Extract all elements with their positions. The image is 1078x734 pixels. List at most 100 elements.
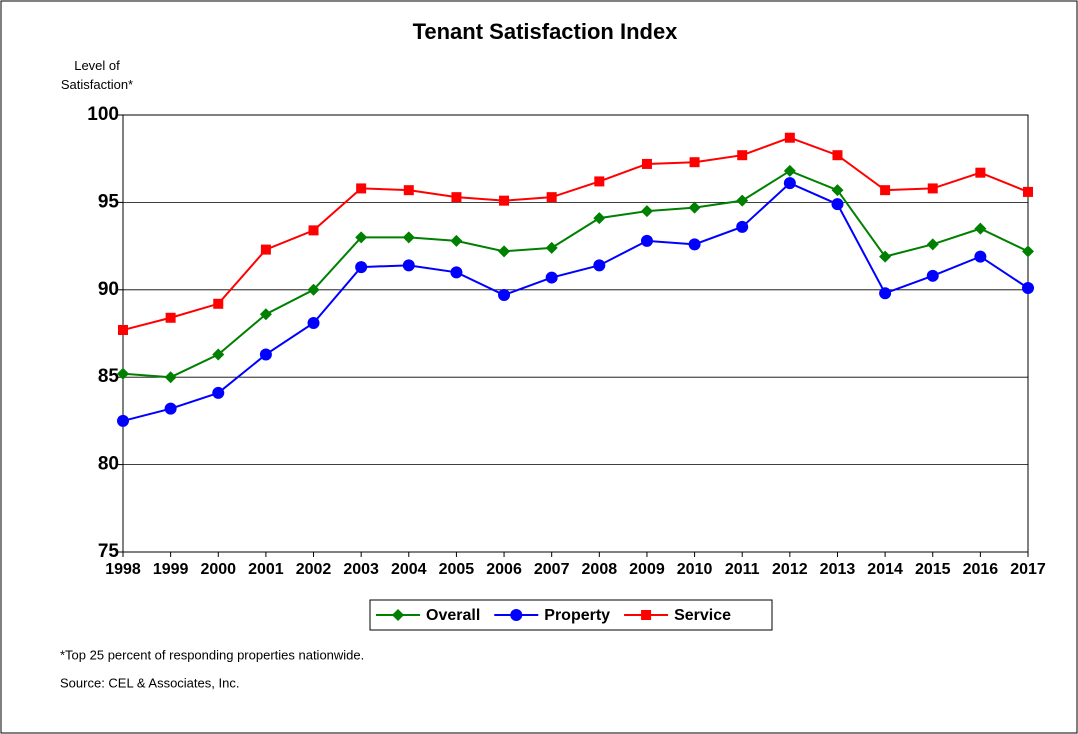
y-tick-label: 90 [98,279,119,300]
marker [1022,282,1034,295]
marker [783,177,796,190]
marker [546,192,557,203]
marker [593,212,606,225]
y-tick-label: 80 [98,454,119,475]
marker [117,367,129,380]
marker [545,271,558,284]
marker [392,609,404,621]
marker [593,259,606,272]
x-tick-label: 1999 [153,561,189,578]
x-tick-label: 2011 [725,561,760,578]
marker [307,283,320,296]
x-tick-label: 2006 [486,561,522,578]
marker [259,348,272,361]
marker [164,371,177,384]
marker [1022,245,1034,258]
footnote: Source: CEL & Associates, Inc. [60,675,239,690]
marker [307,317,320,330]
marker [736,194,749,207]
marker [117,414,129,427]
y-axis-label: Level of Satisfaction* [60,58,134,92]
marker [451,192,462,203]
marker [640,205,653,218]
marker [165,312,176,323]
marker [498,245,511,258]
marker [974,250,987,263]
series-line [122,136,1029,331]
marker [499,195,510,206]
x-tick-label: 2003 [343,561,379,578]
marker [926,269,939,282]
marker [641,610,652,620]
x-tick-label: 1998 [105,561,141,578]
marker [688,201,701,214]
marker [450,266,463,279]
x-tick-label: 2004 [391,561,427,578]
marker [879,250,892,263]
series-line [122,181,1029,422]
marker [689,157,700,168]
x-tick-label: 2000 [200,561,236,578]
marker [974,222,987,235]
x-tick-label: 2008 [582,561,618,578]
marker [118,325,128,336]
marker [783,164,796,177]
x-tick-label: 2009 [629,561,665,578]
x-tick-label: 2002 [296,561,332,578]
marker [402,259,415,272]
x-tick-label: 2001 [248,561,284,578]
marker [356,183,367,194]
marker [212,386,225,399]
x-tick-label: 2012 [772,561,808,578]
x-tick-label: 2017 [1010,561,1046,578]
marker [831,198,844,211]
marker [640,234,653,247]
x-tick-label: 2010 [677,561,713,578]
marker [450,234,463,247]
marker [355,231,368,244]
x-tick-label: 2013 [820,561,856,578]
marker [879,287,892,300]
chart-title: Tenant Satisfaction Index [413,19,679,44]
x-tick-label: 2016 [963,561,999,578]
marker [213,298,224,309]
x-tick-label: 2005 [439,561,475,578]
legend-label: Overall [426,607,480,624]
marker [403,185,414,196]
marker [498,289,511,302]
marker [594,176,605,187]
marker [831,184,844,197]
x-tick-label: 2015 [915,561,951,578]
marker [784,132,795,143]
marker [688,238,701,251]
x-tick-label: 2014 [867,561,903,578]
legend-label: Property [544,607,610,624]
marker [737,150,748,161]
x-tick-label: 2007 [534,561,570,578]
y-tick-label: 85 [98,366,120,387]
marker [259,308,272,321]
marker [736,220,749,233]
marker [926,238,939,251]
marker [260,244,271,255]
y-tick-label: 100 [87,104,119,125]
marker [880,185,891,196]
marker [641,158,652,169]
y-tick-label: 95 [98,191,120,212]
legend-box [369,599,773,631]
marker [308,225,319,236]
marker [832,150,843,161]
marker [1023,186,1033,197]
marker [510,609,523,621]
y-tick-label: 75 [98,541,120,562]
marker [164,402,177,415]
marker [402,231,415,244]
marker [975,167,986,178]
marker [355,261,368,274]
footnote: *Top 25 percent of responding properties… [60,647,364,662]
marker [545,241,558,254]
marker [927,183,938,194]
marker [212,348,225,361]
